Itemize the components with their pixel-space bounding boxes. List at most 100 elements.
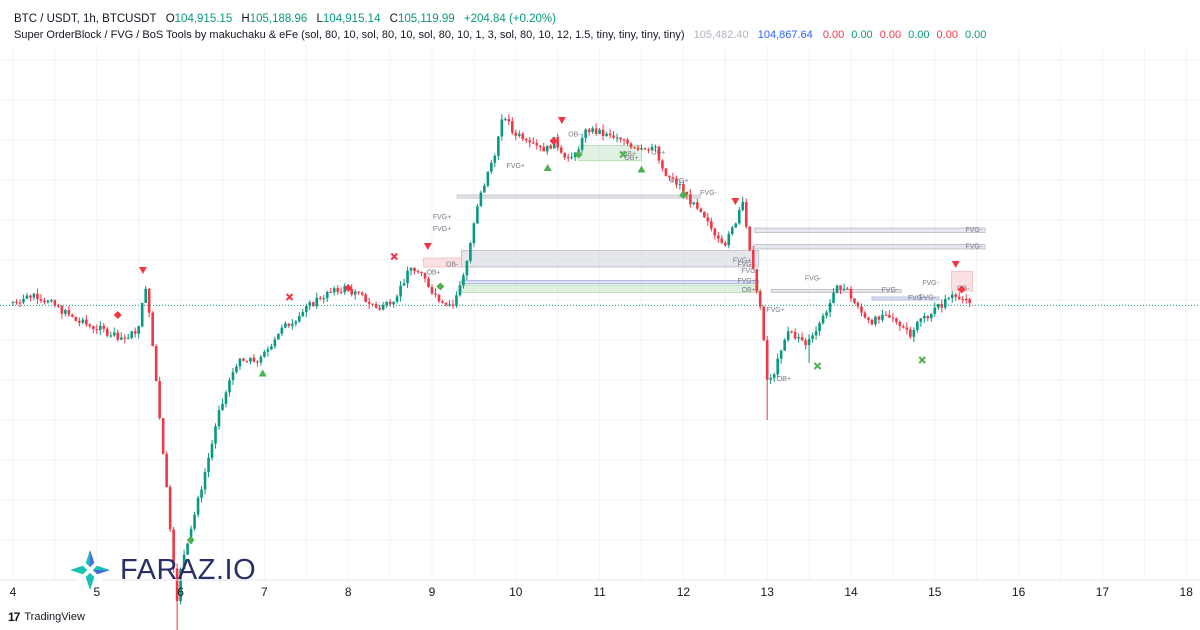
candle-body xyxy=(85,319,88,325)
candle-body xyxy=(793,331,797,339)
candle-body xyxy=(294,321,298,324)
time-tick-12: 12 xyxy=(677,585,691,599)
candle-body xyxy=(874,316,877,325)
candle-body xyxy=(462,275,465,286)
candle-body xyxy=(692,202,696,205)
candle-body xyxy=(629,143,633,148)
zone-4 xyxy=(754,227,986,233)
candle-body xyxy=(448,304,451,306)
candle-body xyxy=(727,233,731,246)
candle-body xyxy=(696,202,699,209)
candle-body xyxy=(71,314,74,317)
candle-body xyxy=(542,146,546,152)
time-tick-15: 15 xyxy=(928,585,942,599)
candle-body xyxy=(133,331,137,334)
candle-body xyxy=(11,301,15,303)
zone-label-5: FVG- xyxy=(965,244,982,251)
candle-body xyxy=(287,323,291,326)
indicator-legend[interactable]: Super OrderBlock / FVG / BoS Tools by ma… xyxy=(14,29,986,41)
candle-body xyxy=(112,332,116,336)
legend-ohlc: BTC / USDT, 1h, BTCUSDT O104,915.15 H105… xyxy=(14,13,556,25)
candle-body xyxy=(605,133,608,136)
candle-body xyxy=(36,293,39,300)
candle-body xyxy=(353,291,357,295)
candle-body xyxy=(189,528,193,544)
candle-body xyxy=(713,228,717,236)
candle-body xyxy=(126,337,130,339)
candle-body xyxy=(755,269,759,292)
candle-body xyxy=(535,142,539,146)
candle-body xyxy=(671,177,675,179)
candle-body xyxy=(92,326,95,330)
candle-body xyxy=(339,291,343,293)
candle-body xyxy=(154,346,158,382)
triangle-down-icon xyxy=(423,243,432,250)
annotation-label-11: FVG+ xyxy=(766,307,784,314)
candle-body xyxy=(818,323,821,332)
candle-body xyxy=(737,210,741,224)
candle-body xyxy=(175,568,179,602)
candle-body xyxy=(909,329,912,337)
candle-body xyxy=(22,298,25,303)
candle-body xyxy=(420,271,423,273)
candle-body xyxy=(957,296,961,299)
candle-body xyxy=(60,306,64,314)
candle-body xyxy=(395,296,399,302)
candle-body xyxy=(67,310,71,315)
candle-body xyxy=(479,192,483,207)
annotation-label-5: OB+ xyxy=(622,151,636,158)
candle-body xyxy=(521,133,525,139)
candle-body xyxy=(528,140,532,143)
time-tick-14: 14 xyxy=(844,585,858,599)
candle-body xyxy=(923,315,926,319)
tradingview-footer[interactable]: 17 TradingView xyxy=(8,610,85,624)
candle-body xyxy=(329,291,333,293)
indicator-zero-3: 0.00 xyxy=(879,29,902,41)
candle-body xyxy=(186,543,189,555)
candle-body xyxy=(559,147,563,153)
low-label: L xyxy=(316,13,323,25)
tradingview-label: TradingView xyxy=(24,611,85,623)
time-axis[interactable]: 4 5 6 7 8 9 10 11 12 13 14 15 16 17 18 xyxy=(0,579,1200,599)
candle-body xyxy=(902,326,905,328)
candle-body xyxy=(545,145,549,152)
candle-body xyxy=(877,316,881,320)
candle-body xyxy=(657,146,661,161)
candle-body xyxy=(744,201,748,227)
candle-body xyxy=(654,146,657,148)
labels-layer: FVG+FVG+OB+FVG+OB-OB+ OB+FVG+FVG-FVG+FVG+… xyxy=(427,132,940,384)
candle-body xyxy=(636,147,640,150)
candle-body xyxy=(926,315,930,319)
close-label: C xyxy=(389,13,398,25)
high-label: H xyxy=(241,13,250,25)
candle-body xyxy=(898,321,902,327)
candle-body xyxy=(39,299,43,301)
time-tick-18: 18 xyxy=(1180,585,1194,599)
candle-body xyxy=(762,306,766,341)
candle-body xyxy=(343,286,347,293)
candle-body xyxy=(266,349,270,352)
candle-body xyxy=(15,301,18,303)
candle-body xyxy=(46,300,50,303)
candle-body xyxy=(245,360,249,362)
zone-2 xyxy=(460,280,760,284)
cross-icon xyxy=(619,150,627,159)
candle-body xyxy=(196,497,200,515)
candle-body xyxy=(374,304,378,308)
candle-body xyxy=(643,148,647,150)
candle-body xyxy=(587,129,591,133)
annotation-label-8: FVG- xyxy=(700,190,717,197)
change-value: +204.84 (+0.20%) xyxy=(463,13,556,25)
candle-body xyxy=(884,314,888,316)
candle-body xyxy=(891,317,895,319)
candle-body xyxy=(325,291,329,299)
candle-body xyxy=(842,288,846,290)
candle-body xyxy=(360,292,364,295)
annotation-label-7: FVG+ xyxy=(670,178,688,185)
markers-layer xyxy=(113,117,966,544)
zone-label-10: FVG- xyxy=(882,287,899,294)
candle-body xyxy=(50,300,53,302)
candle-body xyxy=(769,377,772,380)
candle-body xyxy=(800,337,804,341)
